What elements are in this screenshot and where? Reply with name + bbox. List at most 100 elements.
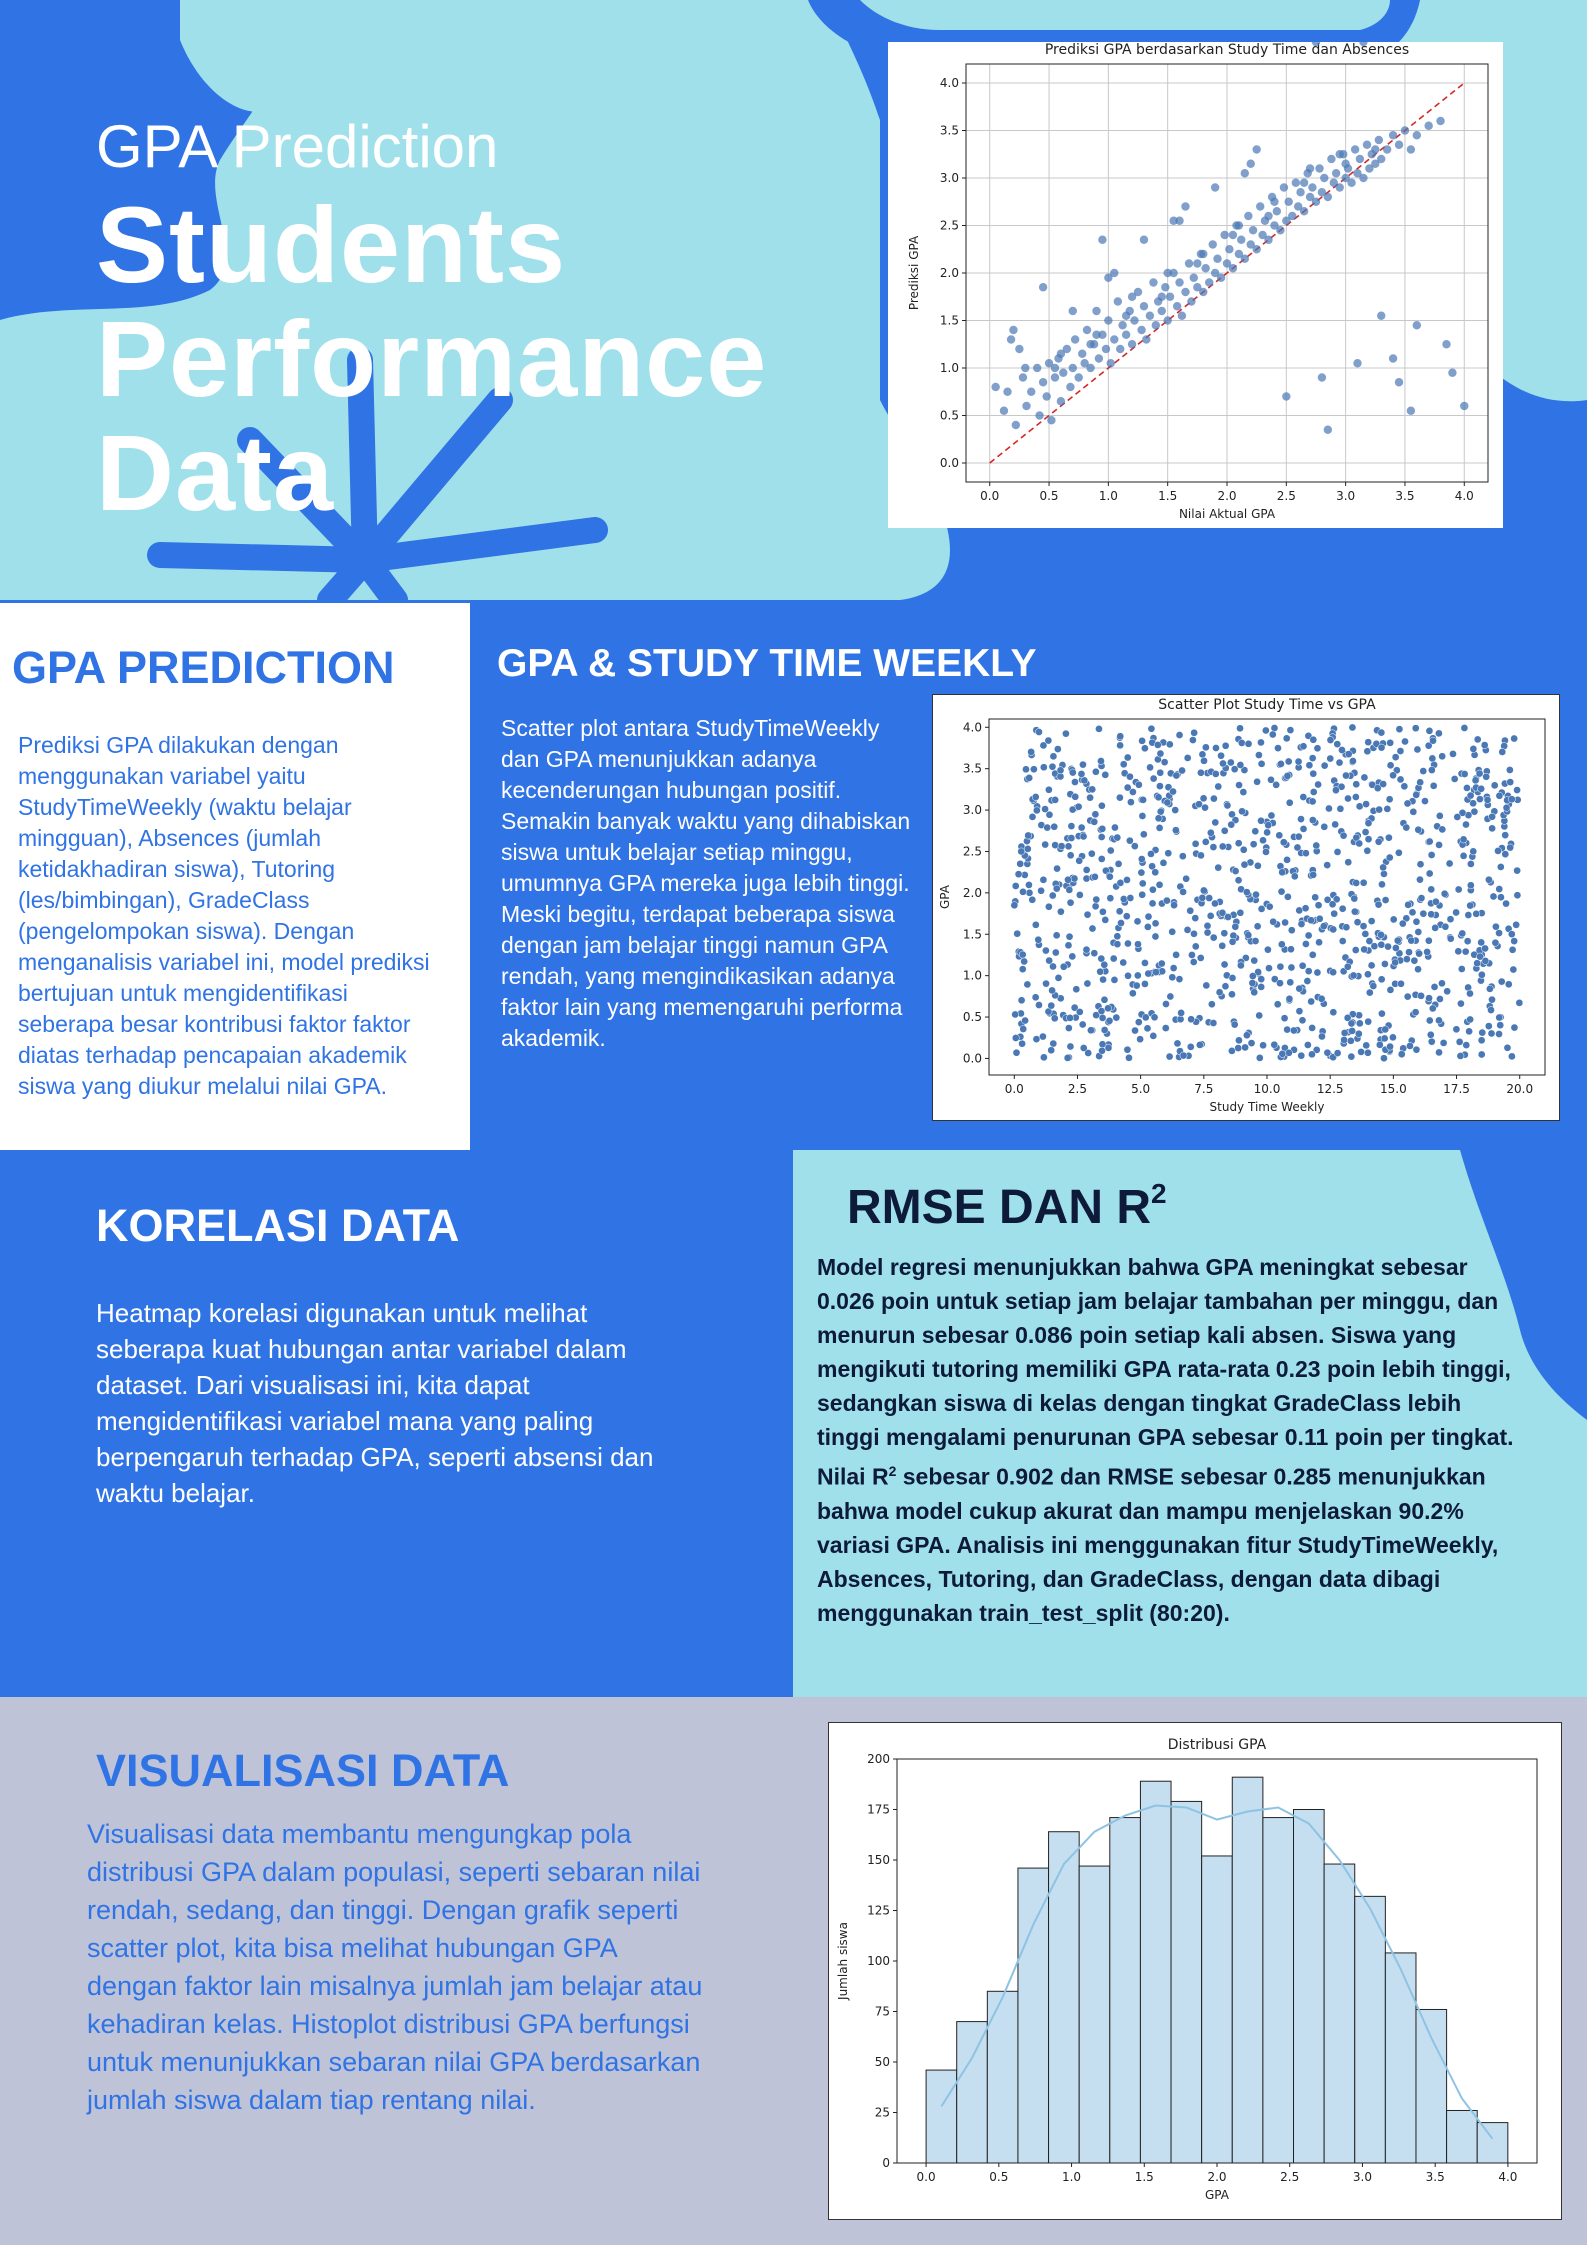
scatter-point (1104, 1004, 1112, 1013)
scatter-point (1223, 801, 1232, 810)
scatter-point (1308, 183, 1317, 192)
scatter-point (1040, 1053, 1048, 1062)
scatter-point (1259, 836, 1267, 845)
scatter-point (1148, 899, 1157, 908)
scatter-point (1078, 349, 1087, 358)
scatter-point (1463, 937, 1472, 946)
scatter-point (1110, 268, 1119, 278)
scatter-point (1362, 800, 1370, 808)
scatter-point (1355, 839, 1364, 848)
histogram-bar (1170, 1800, 1203, 2164)
scatter-point (1417, 991, 1425, 1000)
scatter-point (1165, 292, 1175, 301)
scatter-point (1045, 785, 1053, 794)
scatter-point (1272, 207, 1282, 216)
scatter-point (1031, 793, 1040, 801)
scatter-point (1057, 842, 1066, 850)
scatter-point (1230, 765, 1239, 774)
scatter-point (1442, 340, 1451, 349)
scatter-point (1299, 178, 1309, 187)
scatter-point (1051, 841, 1060, 849)
scatter-point (1497, 893, 1505, 902)
scatter-point (1189, 736, 1197, 744)
scatter-point (1267, 775, 1275, 784)
scatter-point (1066, 1042, 1075, 1051)
scatter-point (1091, 902, 1100, 911)
scatter-point (1438, 752, 1447, 761)
scatter-point (1213, 254, 1222, 263)
scatter-point (1068, 306, 1077, 316)
scatter-point (1412, 131, 1422, 140)
scatter-point (1151, 321, 1161, 330)
scatter-point (1302, 849, 1310, 858)
scatter-point (1129, 989, 1137, 998)
scatter-point (1290, 872, 1299, 881)
scatter-point (1504, 980, 1513, 989)
scatter-point (1374, 135, 1384, 145)
scatter-point (1333, 1049, 1342, 1057)
scatter-point (1031, 920, 1040, 929)
scatter-point (1302, 940, 1310, 948)
scatter-point (1510, 937, 1519, 945)
scatter-point (1080, 359, 1089, 368)
scatter-point (1027, 748, 1035, 756)
scatter-point (1094, 354, 1104, 363)
scatter-point (1372, 739, 1381, 748)
scatter-point (1166, 992, 1175, 1001)
scatter-point (1360, 773, 1369, 782)
scatter-point (1389, 771, 1397, 780)
scatter-point (1294, 832, 1303, 841)
scatter-point (1082, 325, 1092, 335)
scatter-point (1095, 725, 1103, 733)
scatter-point (1236, 761, 1245, 769)
scatter-point (1170, 901, 1178, 910)
scatter-point (1311, 42, 1321, 47)
scatter-point (1105, 872, 1114, 881)
scatter-point (1304, 931, 1313, 940)
scatter-point (1427, 910, 1436, 919)
scatter-point (1293, 202, 1303, 211)
scatter-point (1054, 745, 1062, 753)
scatter-point (1369, 982, 1378, 990)
scatter-point (1190, 728, 1198, 737)
scatter-point (1435, 729, 1443, 738)
histogram-bar (1354, 1895, 1386, 2164)
reference-line (989, 82, 1465, 464)
scatter-point (1078, 1020, 1087, 1029)
scatter-point (1472, 909, 1481, 918)
scatter-point (1333, 848, 1342, 856)
scatter-point (1456, 1052, 1465, 1060)
scatter-point (1460, 724, 1469, 732)
scatter-point (1113, 932, 1122, 941)
scatter-point (1047, 1046, 1056, 1055)
scatter-point (1210, 183, 1220, 192)
histogram-bar (1139, 1780, 1172, 2164)
scatter-point (1214, 782, 1223, 791)
scatter-point (1246, 159, 1255, 168)
scatter-point (1018, 950, 1027, 959)
scatter-point (1181, 202, 1190, 211)
y-tick-label: 75 (875, 2005, 890, 2019)
scatter-point (1285, 798, 1294, 807)
scatter-point (1017, 847, 1026, 856)
scatter-point (1144, 969, 1153, 978)
scatter-point (1341, 173, 1350, 183)
scatter-point (1326, 754, 1335, 763)
scatter-point (1035, 411, 1044, 420)
scatter-point (1343, 1014, 1352, 1022)
scatter-point (1430, 983, 1439, 991)
scatter-point (1092, 1011, 1100, 1019)
scatter-point (1419, 767, 1428, 775)
scatter-point (1039, 875, 1048, 884)
scatter-point (1018, 1039, 1026, 1048)
scatter-point (1139, 796, 1147, 804)
scatter-point (1319, 922, 1328, 931)
gpa-prediction-text: Prediksi GPA dilakukan dengan menggunaka… (18, 732, 430, 1099)
scatter-point (1320, 822, 1329, 831)
scatter-point (1476, 795, 1484, 803)
scatter-point (1486, 985, 1494, 993)
scatter-point (1336, 804, 1345, 813)
x-tick-label: 1.0 (1062, 2170, 1081, 2184)
scatter-point (1175, 975, 1184, 983)
scatter-point (1513, 786, 1521, 794)
